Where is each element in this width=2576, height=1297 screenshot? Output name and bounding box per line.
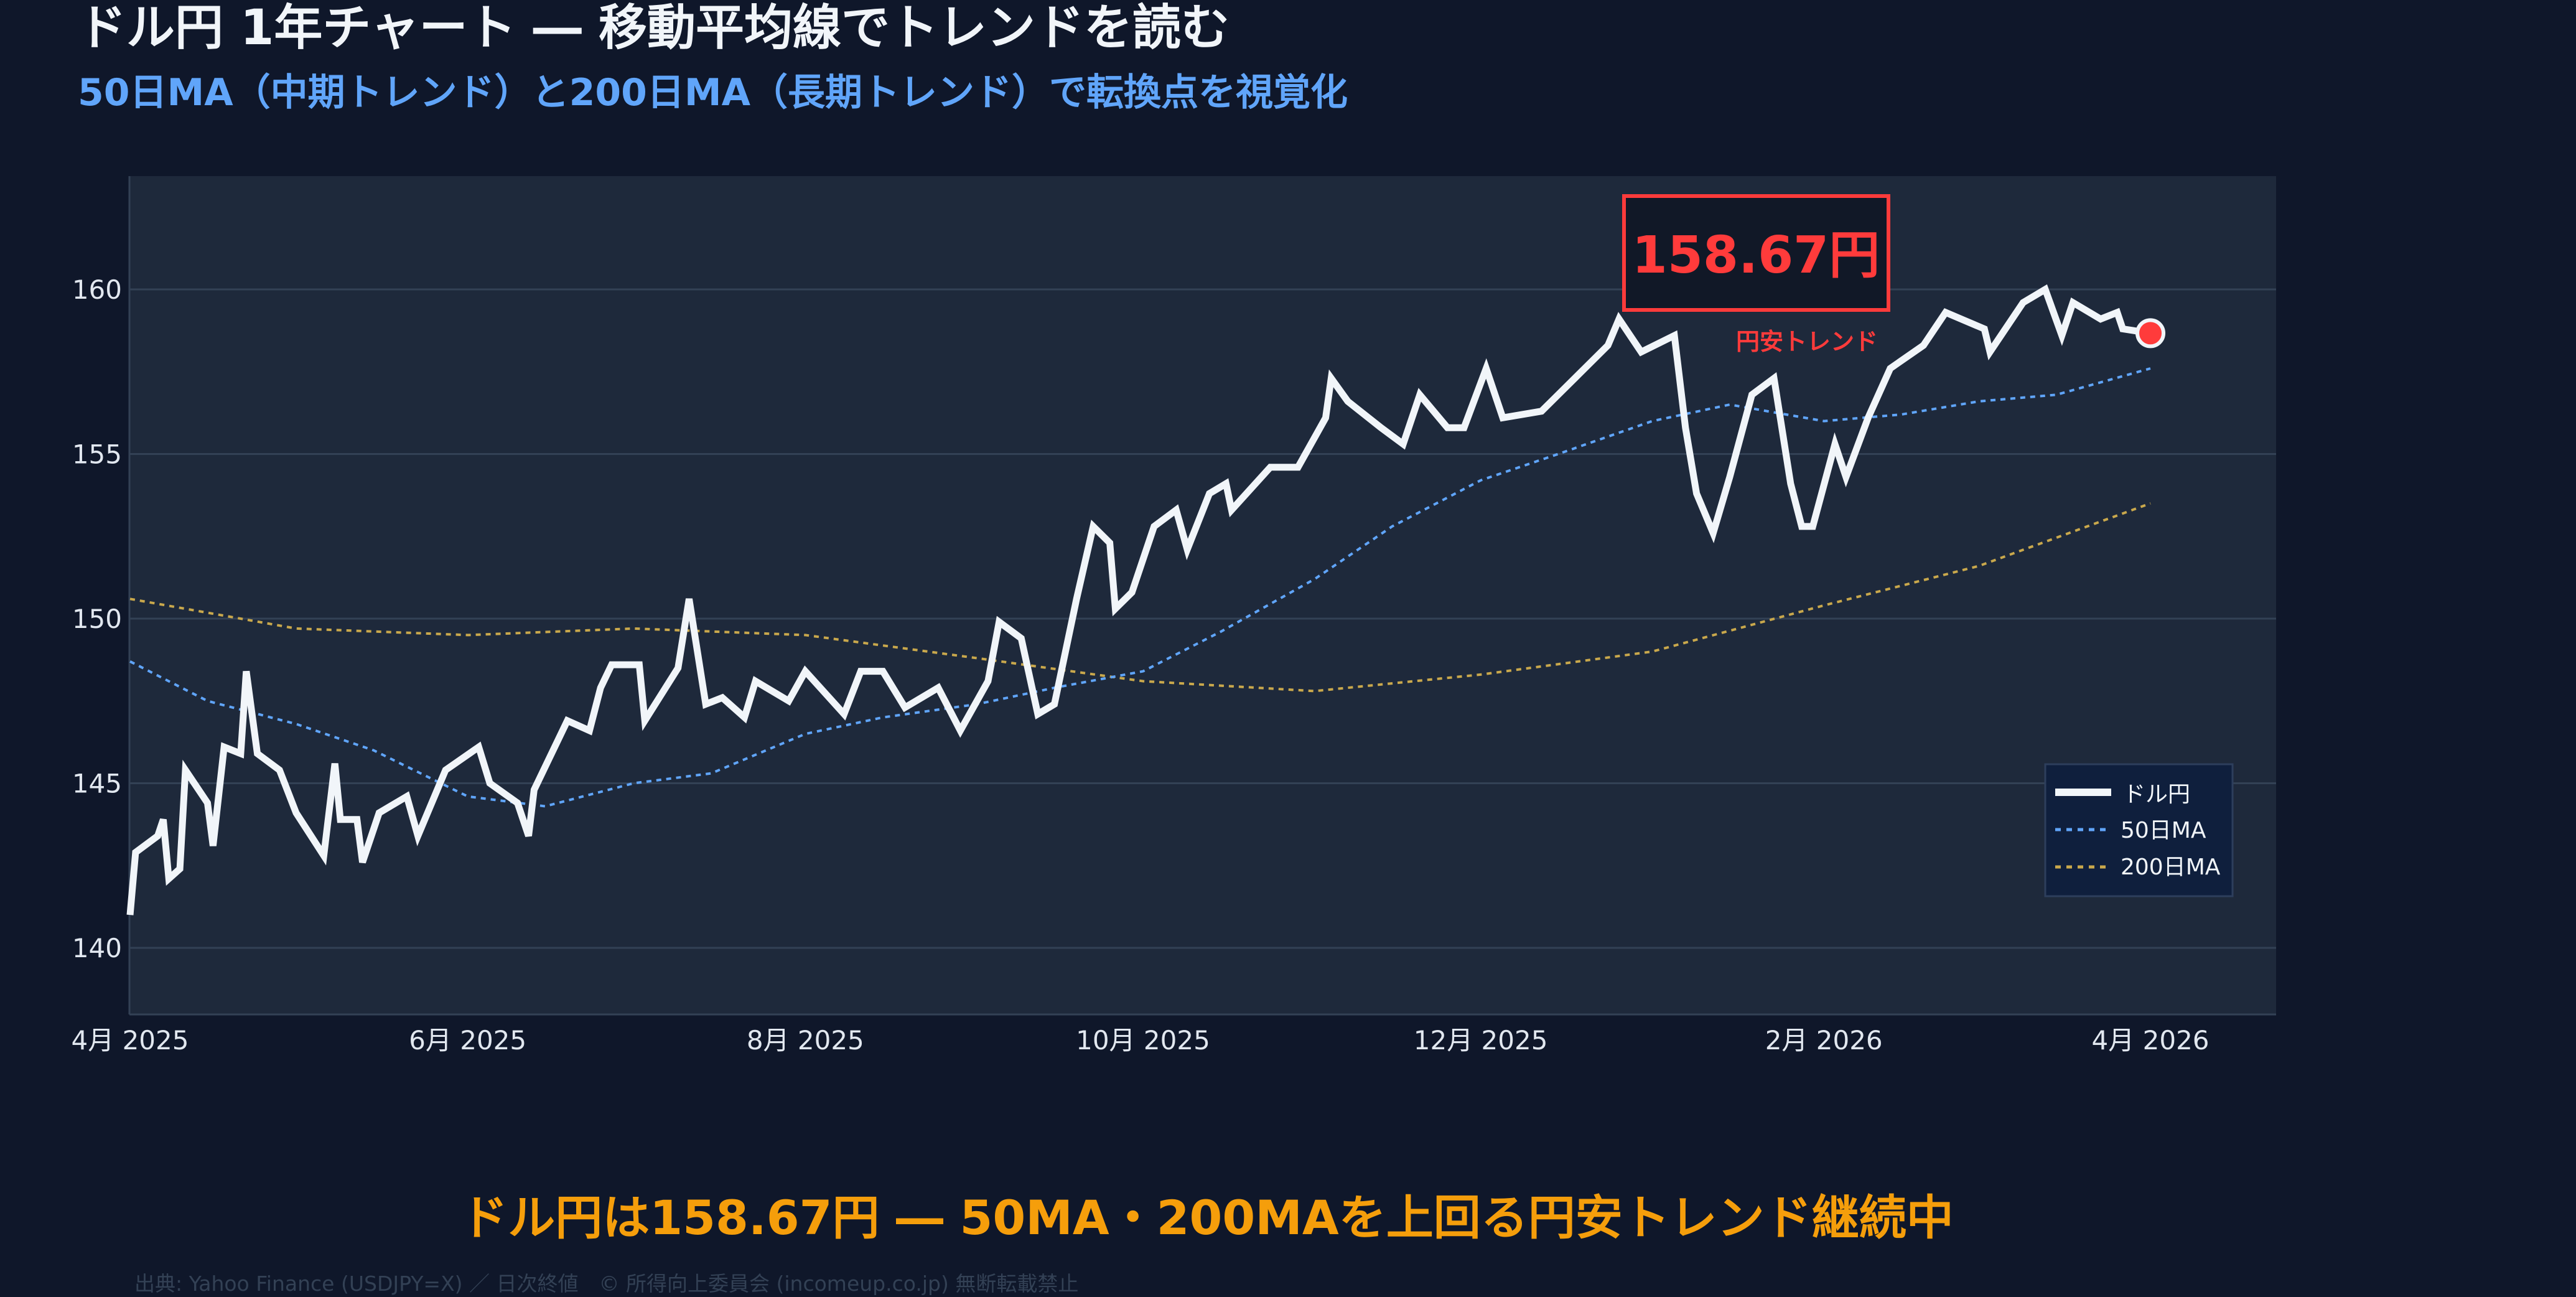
legend: ドル円 50日MA 200日MA [2044, 763, 2234, 897]
page-subtitle: 50日MA（中期トレンド）と200日MA（長期トレンド）で転換点を視覚化 [78, 71, 1348, 115]
legend-label-price: ドル円 [2123, 782, 2190, 807]
annotation-note: 円安トレンド [1736, 328, 1878, 355]
ma200-line [129, 502, 2151, 693]
legend-label-ma200: 200日MA [2121, 855, 2221, 880]
price-annotation: 158.67円 円安トレンド [1622, 194, 1890, 355]
legend-box [2044, 763, 2234, 897]
price-line [126, 284, 2151, 915]
takeaway-text: ドル円は158.67円 ― 50MA・200MAを上回る円安トレンド継続中 [460, 1190, 1954, 1245]
y-tick-label: 145 [72, 769, 122, 799]
annotation-box [1622, 194, 1890, 312]
latest-price-marker [2135, 318, 2166, 349]
x-tick-label: 8月 2025 [747, 1025, 864, 1056]
x-tick-label: 4月 2026 [2092, 1025, 2210, 1056]
x-tick-label: 4月 2025 [72, 1025, 189, 1056]
ma50-line [129, 367, 2151, 808]
legend-label-ma50: 50日MA [2121, 818, 2206, 843]
annotation-value: 158.67円 [1632, 226, 1880, 285]
y-tick-label: 140 [72, 933, 122, 963]
x-tick-label: 12月 2025 [1414, 1025, 1548, 1056]
y-tick-label: 150 [72, 604, 122, 634]
page-title: ドル円 1年チャート ― 移動平均線でトレンドを読む [78, 0, 1230, 56]
plot-area [129, 176, 2276, 1014]
source-note: 出典: Yahoo Finance (USDJPY=X) ／ 日次終値 © 所得… [134, 1271, 1079, 1296]
x-tick-label: 2月 2026 [1765, 1025, 1883, 1056]
y-tick-label: 160 [72, 274, 122, 305]
y-tick-label: 155 [72, 439, 122, 470]
x-tick-label: 10月 2025 [1076, 1025, 1210, 1056]
x-tick-label: 6月 2025 [409, 1025, 526, 1056]
